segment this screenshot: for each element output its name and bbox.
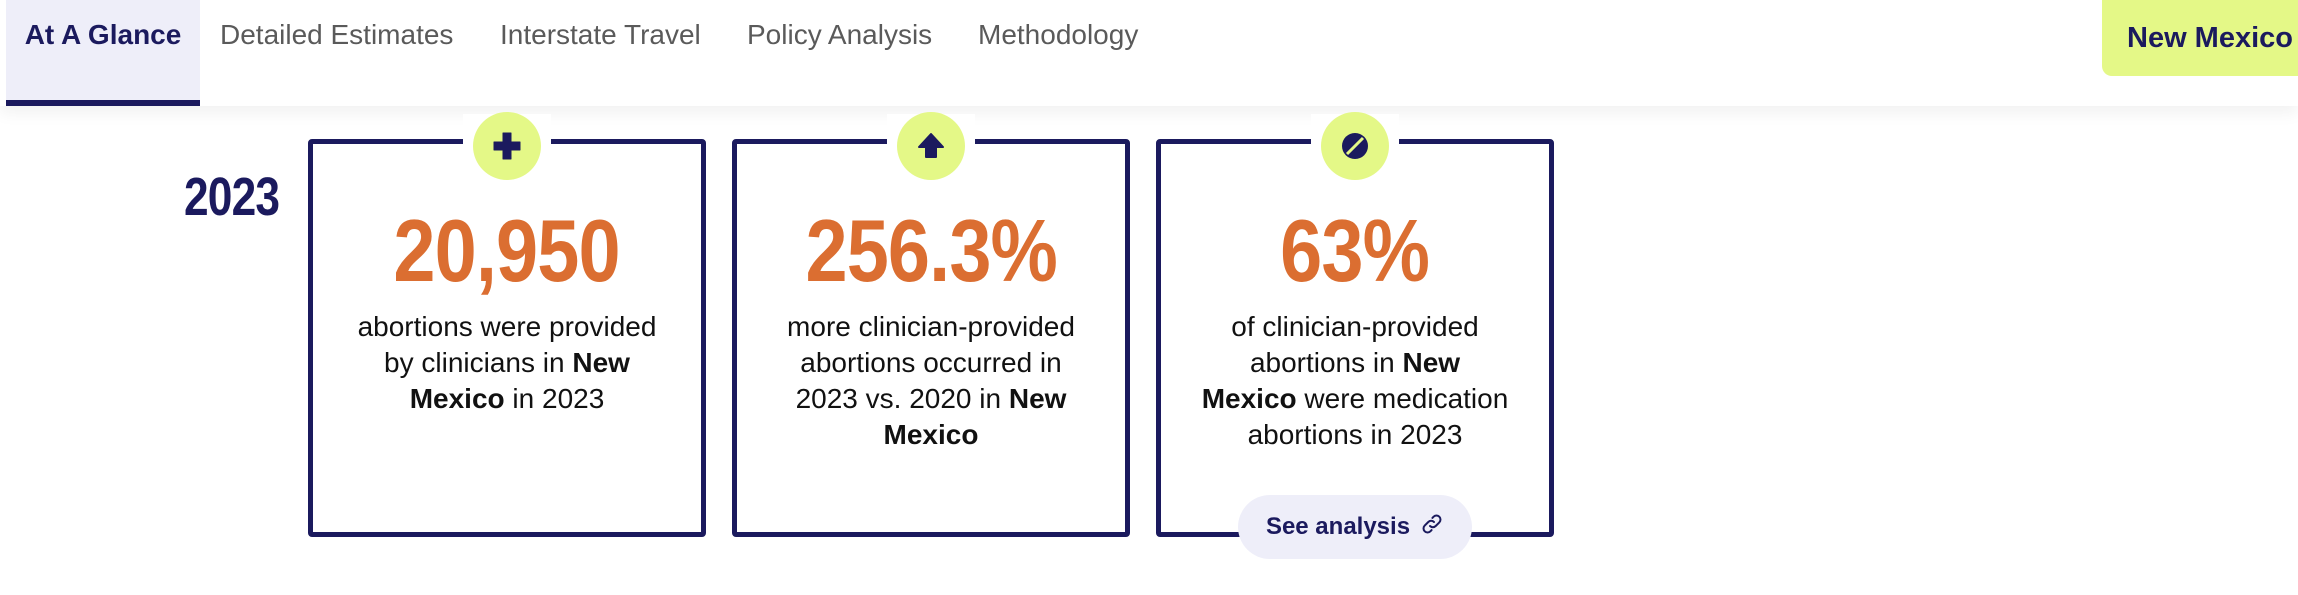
state-name: New Mexico xyxy=(409,347,630,414)
card-icon-wrapper xyxy=(887,112,975,180)
stat-card-medication-share: 63% of clinician-provided abortions in N… xyxy=(1156,112,1554,559)
see-analysis-label: See analysis xyxy=(1265,513,1411,540)
pill-icon xyxy=(1321,112,1389,180)
stat-card-total-abortions: 20,950 abortions were provided by clinic… xyxy=(308,112,706,537)
stat-description: more clinician-provided abortions occurr… xyxy=(787,311,1075,450)
tab-detailed-estimates[interactable]: Detailed Estimates xyxy=(220,19,454,50)
tab-interstate-travel[interactable]: Interstate Travel xyxy=(500,19,701,50)
state-selector-button[interactable]: New Mexico xyxy=(2102,0,2298,76)
stat-card-percent-change: 256.3% more clinician-provided abortions… xyxy=(732,112,1130,537)
state-name: New Mexico xyxy=(1201,347,1461,414)
tab-methodology[interactable]: Methodology xyxy=(978,19,1139,50)
arrow-up-icon xyxy=(897,112,965,180)
year-heading: 2023 xyxy=(184,167,280,227)
stat-value: 256.3% xyxy=(805,201,1057,300)
see-analysis-button[interactable]: See analysis xyxy=(1238,495,1472,559)
tab-bar: At A Glance Detailed Estimates Interstat… xyxy=(0,0,2298,106)
stat-value: 63% xyxy=(1280,201,1431,300)
state-name: New Mexico xyxy=(883,383,1067,450)
stat-value: 20,950 xyxy=(393,201,621,300)
plus-icon xyxy=(473,112,541,180)
tab-policy-analysis[interactable]: Policy Analysis xyxy=(747,19,933,50)
link-icon xyxy=(1420,512,1444,543)
card-icon-wrapper xyxy=(463,112,551,180)
tab-at-a-glance[interactable]: At A Glance xyxy=(6,0,200,106)
stat-description: abortions were provided by clinicians in… xyxy=(357,311,657,414)
stat-description: of clinician-provided abortions in New M… xyxy=(1201,311,1509,450)
card-icon-wrapper xyxy=(1311,112,1399,180)
